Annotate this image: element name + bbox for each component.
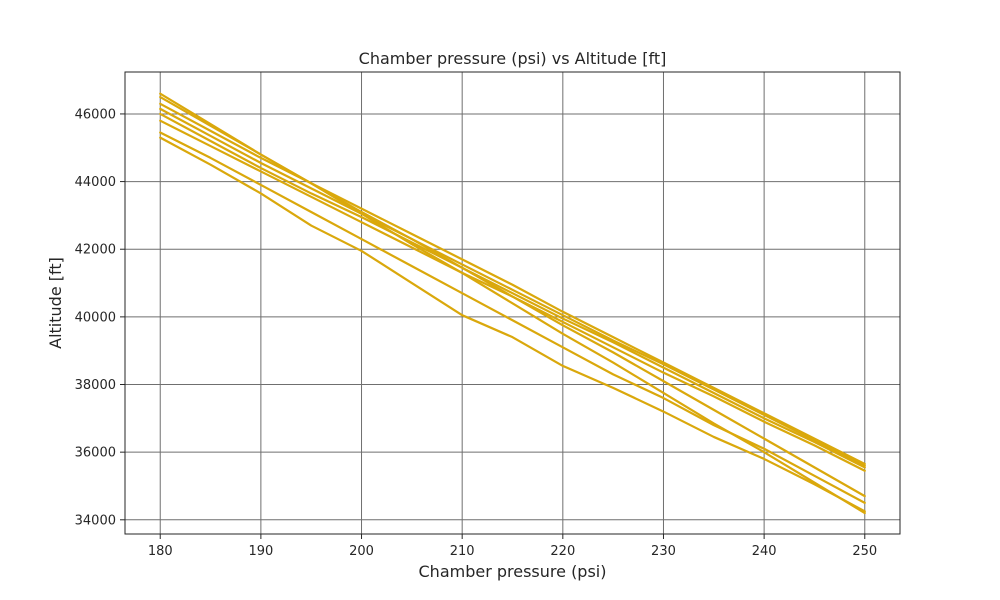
chart-title: Chamber pressure (psi) vs Altitude [ft]: [359, 49, 667, 68]
y-tick-label: 40000: [75, 310, 116, 325]
x-tick-label: 230: [651, 544, 676, 559]
plot-frame: [124, 71, 901, 535]
series-line-8: [159, 92, 866, 515]
x-tick-label: 240: [752, 544, 777, 559]
x-tick-label: 180: [148, 544, 173, 559]
x-tick-label: 220: [550, 544, 575, 559]
x-tick-label: 190: [248, 544, 273, 559]
y-axis-label: Altitude [ft]: [46, 257, 65, 349]
series-line-1: [159, 136, 866, 513]
y-tick-label: 34000: [75, 513, 116, 528]
series-line-4: [159, 112, 866, 469]
y-tick-label: 38000: [75, 378, 116, 393]
series-line-6: [159, 102, 866, 466]
y-tick-label: 46000: [75, 107, 116, 122]
axis-ticks: 180 190 200 210 220 230 240 250 34000 36000 38000 4…: [75, 107, 878, 559]
x-axis-label: Chamber pressure (psi): [419, 562, 607, 581]
y-tick-label: 44000: [75, 175, 116, 190]
x-tick-label: 250: [852, 544, 877, 559]
series-line-5: [159, 107, 866, 467]
series-group: [159, 92, 866, 515]
y-tick-label: 42000: [75, 243, 116, 258]
y-tick-label: 36000: [75, 446, 116, 461]
x-tick-label: 200: [349, 544, 374, 559]
x-tick-label: 210: [450, 544, 475, 559]
series-line-2: [159, 131, 866, 504]
